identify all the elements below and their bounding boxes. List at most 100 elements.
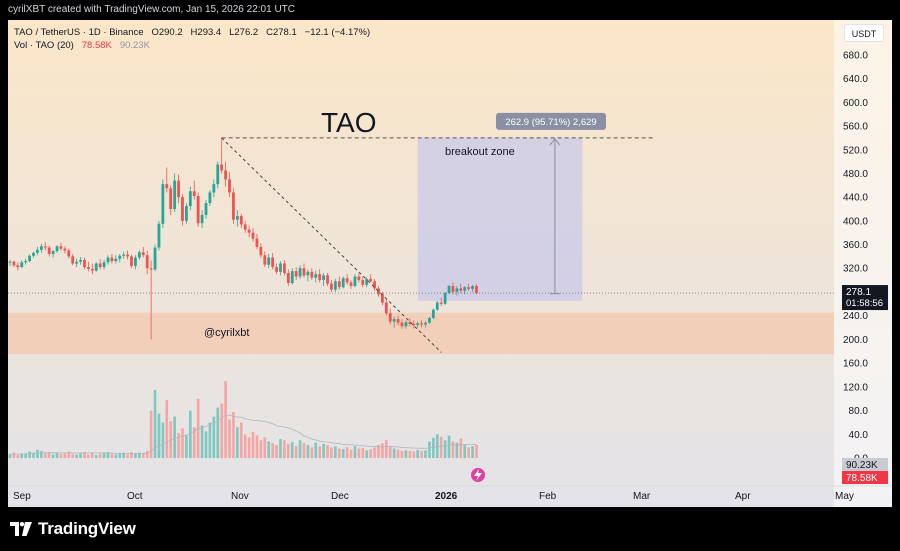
price-chart[interactable]: 262.9 (95.71%) 2,629 TAO breakout zone @cyr…: [8, 20, 892, 507]
candle-body: [463, 287, 467, 291]
candle-body: [20, 262, 24, 268]
volume-bar: [59, 453, 63, 458]
chart-title-annotation: TAO: [321, 107, 376, 138]
volume-bar: [232, 411, 235, 458]
volume-bar: [424, 450, 427, 458]
volume-bar: [471, 446, 474, 458]
time-axis-label: Mar: [633, 491, 651, 502]
price-axis-label: 160.0: [843, 359, 868, 370]
volume-bar: [455, 442, 459, 458]
volume-bar: [161, 422, 165, 458]
price-axis-panel: [834, 20, 892, 507]
volume-bar: [416, 449, 419, 458]
candle-body: [377, 288, 380, 295]
volume-bar: [322, 443, 325, 458]
candle-body: [106, 257, 110, 263]
candle-body: [200, 214, 204, 224]
volume-bar: [337, 448, 341, 458]
candle-body: [333, 281, 337, 290]
volume-axis-label: 40.0: [849, 430, 869, 441]
candle-body: [322, 275, 325, 281]
legend-change: −12.1 (−4.17%): [304, 27, 371, 38]
volume-bar: [192, 427, 196, 458]
volume-bar: [236, 427, 239, 458]
breakout-zone-label: breakout zone: [445, 146, 515, 158]
candle-body: [290, 271, 294, 284]
tradingview-logo[interactable]: TradingView: [10, 519, 136, 539]
symbol-legend[interactable]: TAO / TetherUS · 1D · Binance O290.2 H29…: [14, 26, 370, 52]
candle-body: [141, 252, 145, 256]
legend-volume-row[interactable]: Vol · TAO (20) 78.58K 90.23K: [14, 39, 370, 52]
volume-axis-label: 80.0: [849, 406, 869, 417]
volume-bar: [447, 435, 451, 458]
price-axis-label: 640.0: [843, 74, 868, 85]
currency-button[interactable]: USDT: [844, 24, 884, 42]
legend-close: C278.1: [266, 27, 297, 38]
chart-panel[interactable]: 262.9 (95.71%) 2,629 TAO breakout zone @cyr…: [8, 20, 892, 507]
legend-symbol-row[interactable]: TAO / TetherUS · 1D · Binance O290.2 H29…: [14, 26, 370, 39]
volume-bar: [71, 453, 75, 458]
candle-body: [39, 246, 43, 250]
volume-bar: [118, 453, 122, 458]
candle-body: [188, 191, 192, 207]
candle-body: [51, 251, 55, 255]
volume-bar: [130, 452, 133, 458]
volume-badge: 78.58K: [846, 473, 878, 484]
candle-body: [8, 261, 12, 263]
price-axis-label: 600.0: [843, 98, 868, 109]
candle-body: [161, 184, 165, 224]
volume-bar: [55, 452, 59, 458]
volume-bar: [224, 381, 227, 458]
price-badge-countdown: 01:58:56: [846, 298, 883, 309]
watermark-handle: @cyrilxbt: [204, 327, 249, 339]
time-axis-label: Sep: [13, 491, 31, 502]
candle-body: [239, 216, 243, 225]
candle-body: [204, 203, 208, 215]
candle-body: [330, 283, 333, 290]
volume-bar: [98, 453, 102, 458]
candle-body: [408, 322, 412, 324]
volume-bar: [220, 403, 223, 458]
candle-body: [36, 249, 39, 253]
breakout-zone: [417, 137, 583, 301]
candle-body: [306, 271, 310, 276]
candle-body: [165, 184, 169, 189]
volume-bar: [181, 428, 184, 458]
volume-bar: [47, 452, 51, 458]
attribution-text: cyrilXBT created with TradingView.com, J…: [8, 4, 295, 15]
candle-body: [32, 252, 35, 256]
volume-bar: [79, 453, 82, 458]
time-axis-label: Nov: [231, 491, 249, 502]
volume-bar: [134, 453, 137, 458]
price-axis-label: 320.0: [843, 264, 868, 275]
candle-body: [71, 256, 75, 264]
candle-body: [310, 271, 314, 278]
candle-body: [134, 257, 137, 266]
candle-body: [314, 274, 318, 278]
candle-body: [102, 262, 106, 268]
volume-bar: [341, 449, 345, 458]
volume-bar: [196, 398, 200, 458]
legend-symbol: TAO / TetherUS · 1D · Binance: [14, 27, 144, 38]
volume-bar: [428, 441, 431, 458]
candle-body: [471, 286, 474, 289]
candle-body: [220, 164, 224, 171]
price-axis-label: 200.0: [843, 335, 868, 346]
candle-body: [439, 302, 443, 304]
volume-bar: [75, 454, 78, 458]
candle-body: [16, 265, 20, 268]
volume-bar: [467, 447, 470, 458]
volume-bar: [138, 452, 141, 458]
volume-bar: [310, 447, 314, 458]
candle-body: [384, 302, 388, 314]
volume-bar: [420, 450, 423, 458]
tradingview-wordmark: TradingView: [38, 519, 136, 538]
volume-bar: [459, 438, 463, 458]
volume-bar: [353, 446, 357, 458]
time-axis-label: Dec: [331, 491, 349, 502]
footer-bar: TradingView: [0, 507, 900, 551]
candle-body: [75, 261, 79, 264]
volume-bar: [369, 449, 372, 458]
candle-body: [357, 276, 361, 281]
candle-body: [12, 261, 16, 266]
